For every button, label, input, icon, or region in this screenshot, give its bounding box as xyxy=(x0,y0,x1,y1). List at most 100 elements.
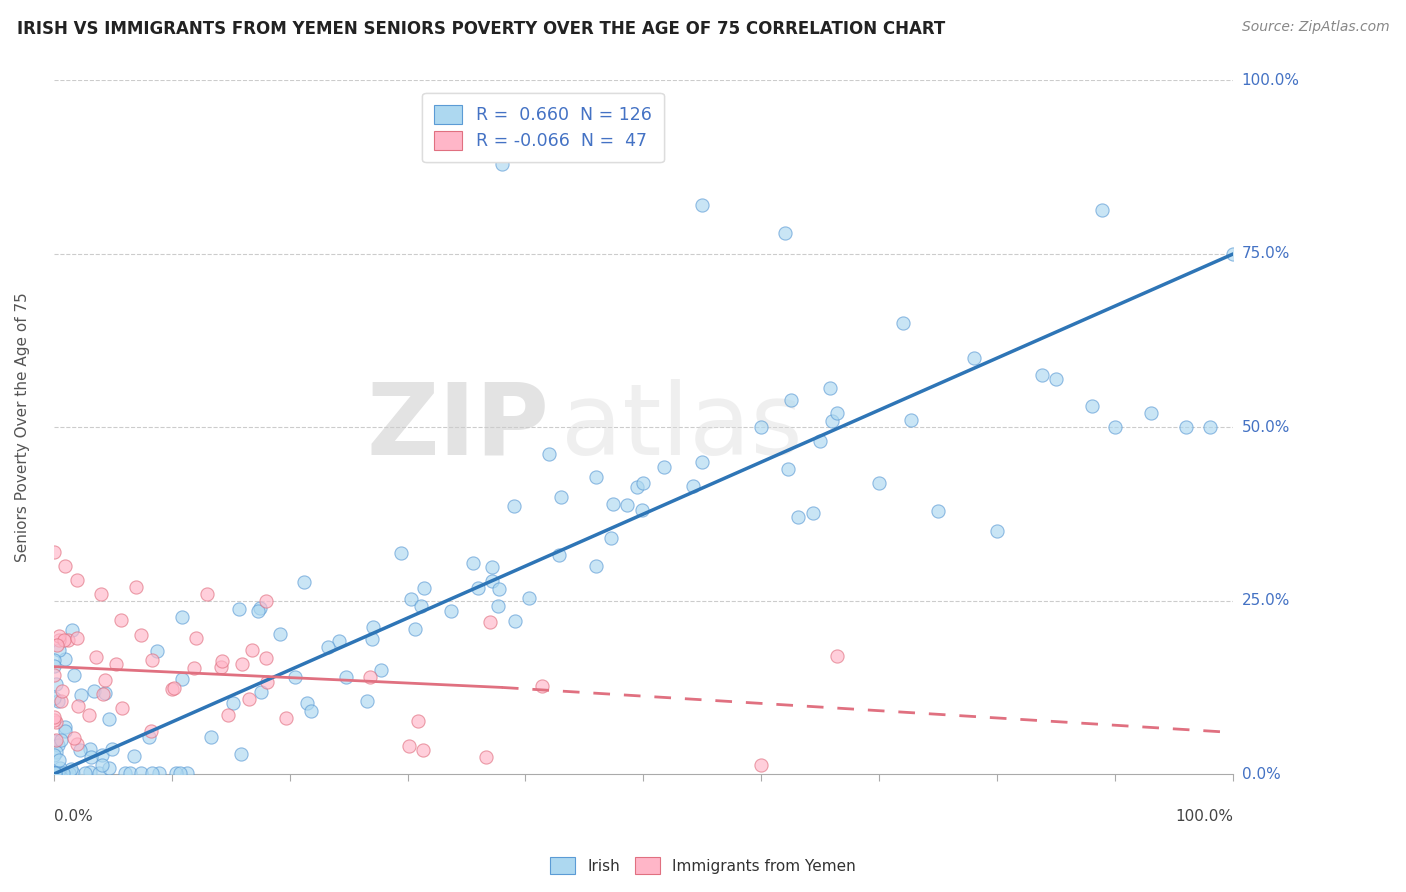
Point xyxy=(98,712,121,726)
Point xyxy=(1104,420,1126,434)
Point xyxy=(42,658,65,673)
Point xyxy=(440,603,463,617)
Point xyxy=(87,766,110,780)
Point xyxy=(773,226,796,240)
Point xyxy=(83,684,105,698)
Point xyxy=(256,674,278,689)
Point xyxy=(91,747,114,762)
Point xyxy=(505,614,527,628)
Point xyxy=(141,652,163,666)
Point xyxy=(172,610,194,624)
Point xyxy=(44,766,66,780)
Point xyxy=(778,462,800,476)
Point xyxy=(481,574,503,588)
Point xyxy=(654,460,676,475)
Point xyxy=(820,381,842,395)
Point xyxy=(412,743,434,757)
Text: 75.0%: 75.0% xyxy=(1241,246,1289,261)
Point xyxy=(90,587,112,601)
Point xyxy=(46,766,69,780)
Point xyxy=(55,720,77,734)
Point xyxy=(44,690,66,705)
Point xyxy=(231,657,253,671)
Point xyxy=(335,670,357,684)
Point xyxy=(751,757,773,772)
Point xyxy=(891,316,914,330)
Point xyxy=(44,766,66,780)
Point xyxy=(44,766,66,780)
Point xyxy=(44,766,66,780)
Point xyxy=(602,497,624,511)
Point xyxy=(284,670,307,684)
Point xyxy=(398,739,420,754)
Point xyxy=(114,766,136,780)
Point xyxy=(53,723,76,738)
Point xyxy=(131,766,153,780)
Point xyxy=(1175,420,1198,434)
Point xyxy=(986,524,1008,539)
Point xyxy=(141,766,163,780)
Point xyxy=(1031,368,1053,382)
Point xyxy=(49,733,72,747)
Point xyxy=(66,737,89,751)
Point xyxy=(122,749,145,764)
Point xyxy=(48,761,70,775)
Text: 0.0%: 0.0% xyxy=(1241,766,1281,781)
Point xyxy=(66,698,89,713)
Point xyxy=(176,766,198,780)
Point xyxy=(1139,406,1161,420)
Point xyxy=(231,747,253,761)
Point xyxy=(361,632,384,647)
Text: 50.0%: 50.0% xyxy=(1241,420,1289,434)
Point xyxy=(238,691,260,706)
Point xyxy=(254,593,277,607)
Point xyxy=(97,761,120,775)
Point xyxy=(211,654,233,668)
Point xyxy=(51,766,73,780)
Point xyxy=(682,479,704,493)
Point xyxy=(60,624,83,638)
Point xyxy=(79,708,101,723)
Text: IRISH VS IMMIGRANTS FROM YEMEN SENIORS POVERTY OVER THE AGE OF 75 CORRELATION CH: IRISH VS IMMIGRANTS FROM YEMEN SENIORS P… xyxy=(17,20,945,37)
Point xyxy=(42,766,65,780)
Point xyxy=(139,723,162,738)
Point xyxy=(900,413,922,427)
Point xyxy=(626,480,648,494)
Point xyxy=(49,766,72,780)
Text: 100.0%: 100.0% xyxy=(1241,73,1299,88)
Point xyxy=(486,599,509,613)
Point xyxy=(404,623,426,637)
Point xyxy=(45,715,67,730)
Point xyxy=(45,745,67,759)
Point xyxy=(52,766,75,780)
Point xyxy=(49,694,72,708)
Point xyxy=(825,648,848,663)
Point xyxy=(45,766,67,780)
Point xyxy=(616,498,638,512)
Point xyxy=(413,581,436,595)
Point xyxy=(42,766,65,780)
Point xyxy=(42,710,65,724)
Point xyxy=(48,632,70,647)
Point xyxy=(46,738,69,752)
Text: 25.0%: 25.0% xyxy=(1241,593,1289,608)
Point xyxy=(55,766,77,780)
Point xyxy=(94,686,117,700)
Point xyxy=(58,766,80,780)
Point xyxy=(55,559,77,574)
Point xyxy=(42,766,65,780)
Point xyxy=(56,633,79,648)
Point xyxy=(111,701,134,715)
Point xyxy=(138,731,160,745)
Point xyxy=(42,766,65,780)
Point xyxy=(517,591,540,605)
Point xyxy=(44,766,66,780)
Point xyxy=(481,559,503,574)
Point xyxy=(42,766,65,780)
Point xyxy=(91,687,114,701)
Point xyxy=(84,650,107,665)
Point xyxy=(146,644,169,658)
Point xyxy=(66,631,89,645)
Text: ZIP: ZIP xyxy=(366,379,550,475)
Point xyxy=(222,696,245,710)
